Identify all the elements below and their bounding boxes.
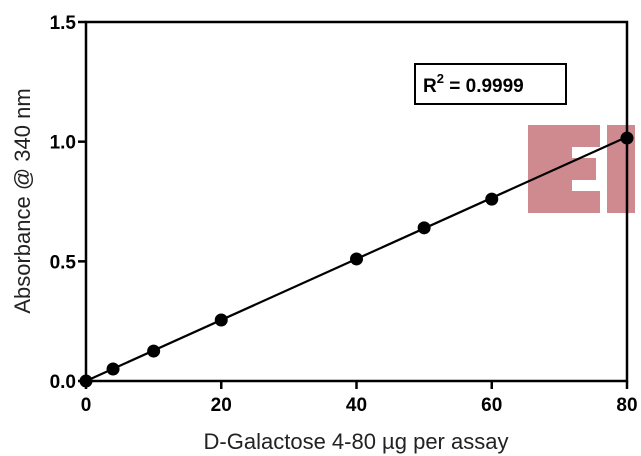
data-point (147, 344, 161, 358)
y-tick-label: 0.0 (50, 372, 76, 393)
r2-annotation: R2 = 0.9999 (414, 63, 567, 105)
y-axis-ticks: 0.0 0.5 1.0 1.5 (50, 13, 86, 393)
data-point (79, 374, 93, 388)
data-point (485, 192, 499, 206)
x-tick-label: 0 (81, 395, 92, 416)
x-axis-ticks: 0 20 40 60 80 (81, 381, 638, 416)
x-tick-label: 20 (211, 395, 232, 416)
data-point (417, 221, 431, 235)
data-point (620, 131, 634, 145)
r2-label: R2 = 0.9999 (423, 71, 524, 97)
data-points (79, 131, 634, 388)
y-tick-label: 0.5 (50, 252, 77, 273)
x-tick-label: 60 (481, 395, 502, 416)
data-point (214, 313, 228, 327)
r2-superscript: 2 (437, 71, 444, 86)
x-axis-title: D-Galactose 4-80 µg per assay (204, 429, 509, 454)
y-tick-label: 1.0 (50, 133, 76, 154)
x-tick-label: 40 (346, 395, 367, 416)
r2-value: = 0.9999 (444, 76, 524, 97)
data-point (350, 252, 363, 266)
r2-prefix: R (423, 76, 437, 97)
r2-box (414, 63, 567, 105)
y-axis-title: Absorbance @ 340 nm (10, 88, 35, 313)
y-tick-label: 1.5 (50, 13, 77, 34)
watermark-logo (528, 125, 635, 213)
x-tick-label: 80 (616, 395, 637, 416)
data-point (106, 362, 120, 376)
